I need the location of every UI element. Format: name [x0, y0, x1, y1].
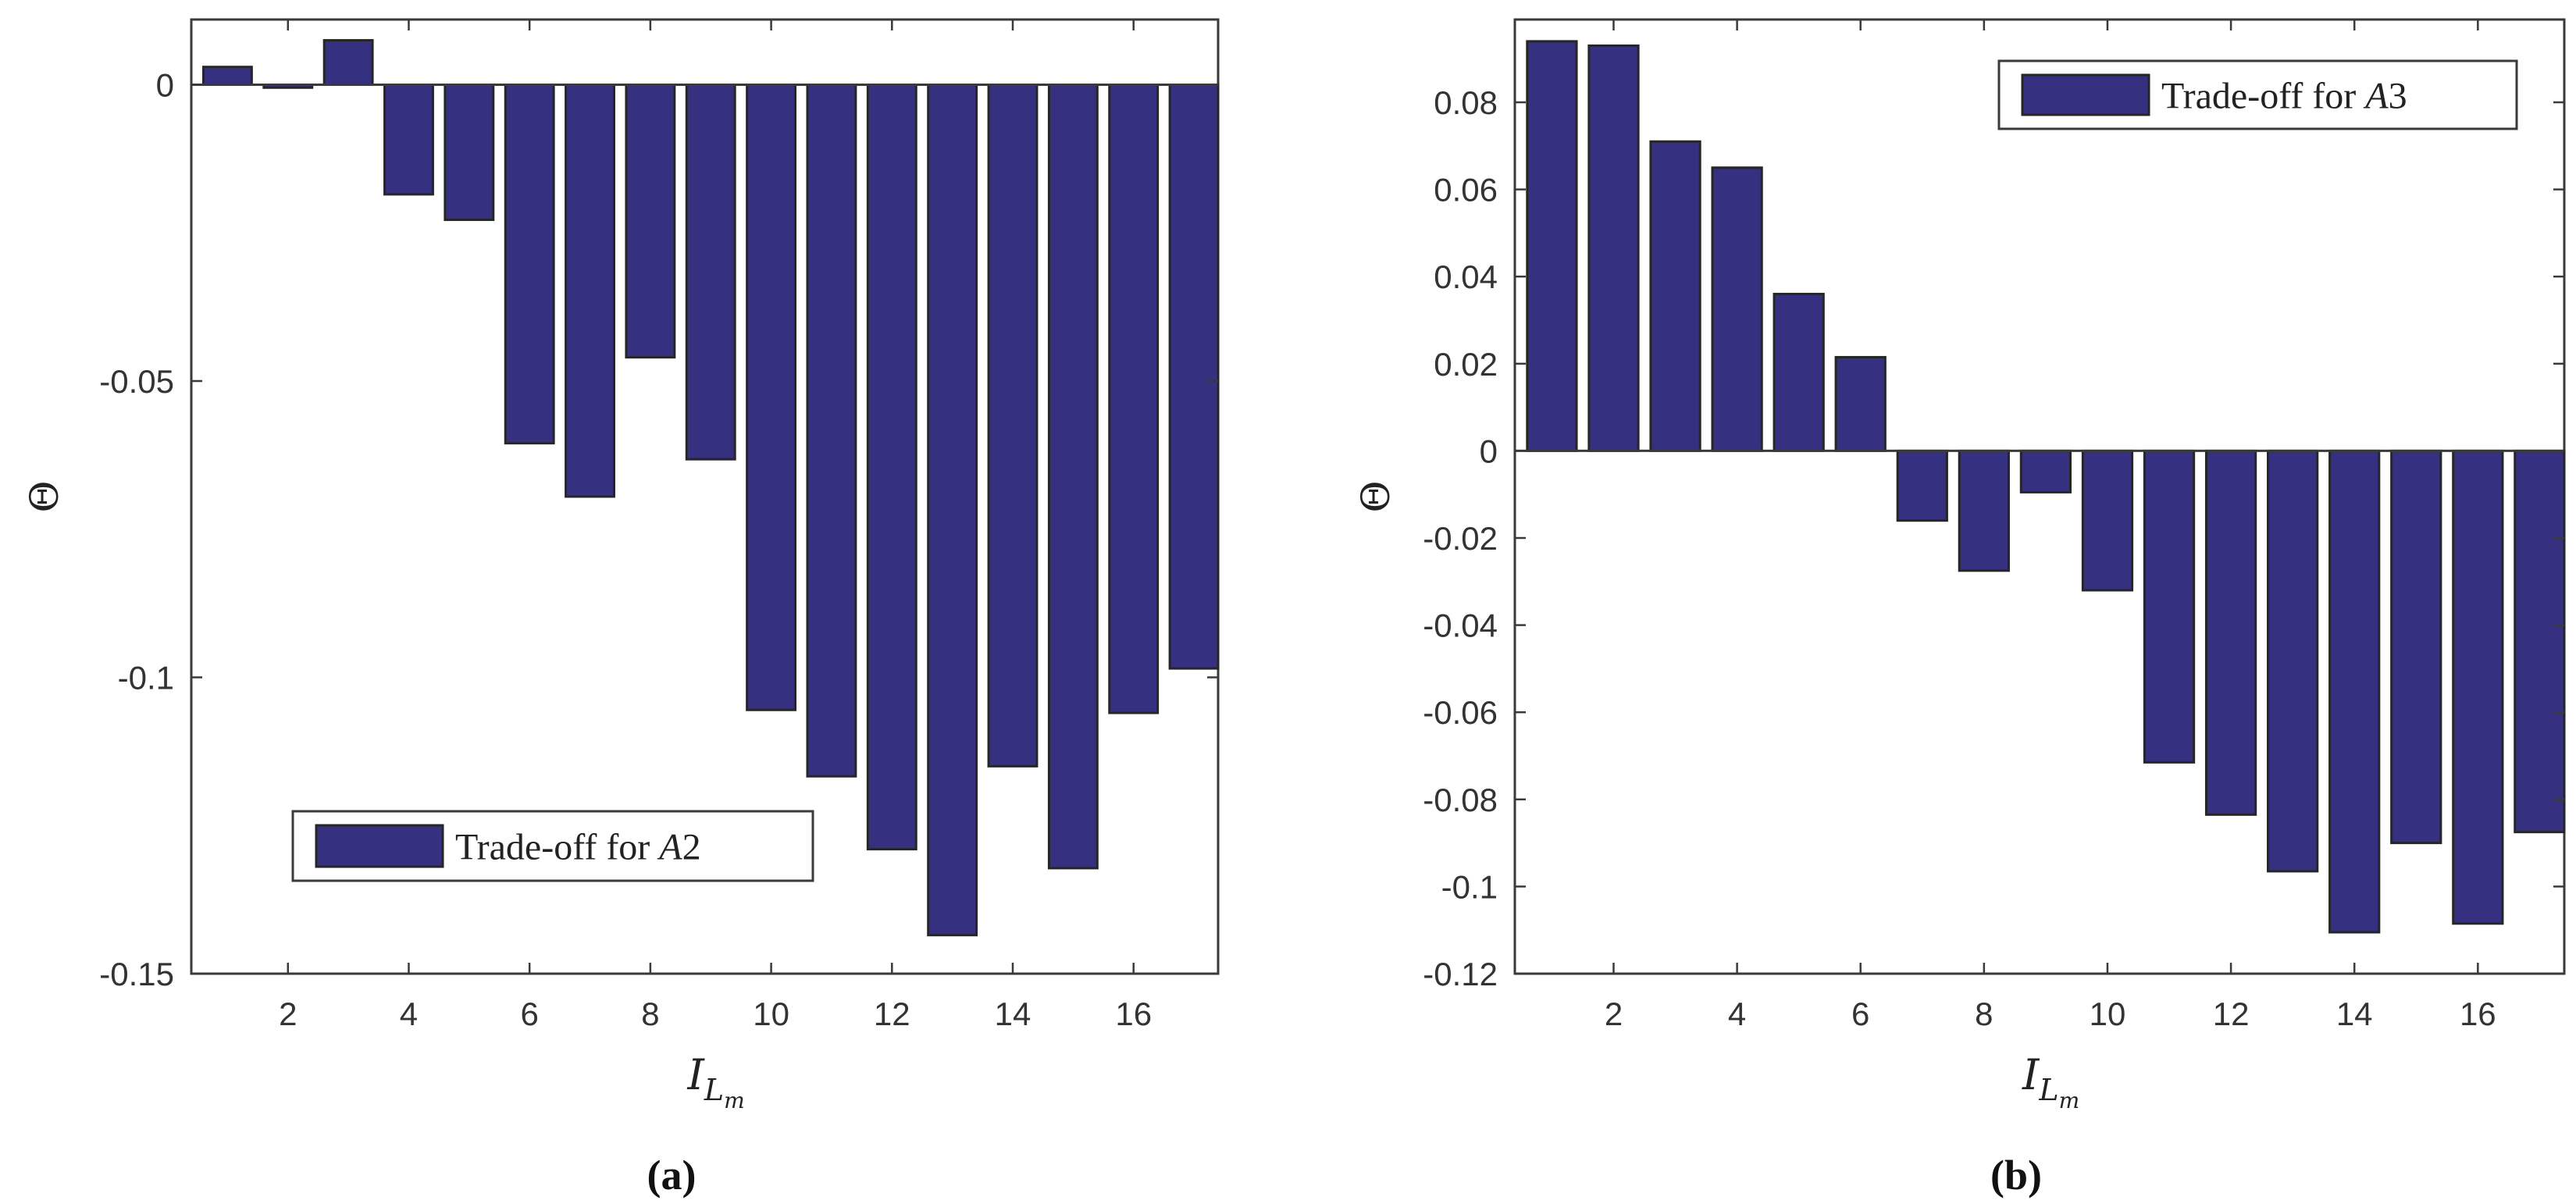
chart-a-bar: [383, 83, 434, 196]
chart-a-bar: [201, 66, 253, 86]
chart-b-ytick-label: 0.06: [1434, 172, 1498, 208]
chart-b-bar: [2143, 449, 2196, 764]
chart-b-ytick-label: 0.08: [1434, 84, 1498, 121]
chart-a-legend-num: 2: [682, 827, 701, 868]
chart-a-xlabel-sub: L: [704, 1073, 724, 1107]
chart-b-xtick-label: 12: [2213, 996, 2250, 1032]
chart-a-legend-swatch: [315, 824, 444, 868]
chart-a-bar: [927, 83, 978, 937]
chart-b-xlabel-main: I: [2022, 1050, 2040, 1099]
chart-b-caption: (b): [1990, 1152, 2042, 1199]
chart-a-xtick-label: 6: [520, 996, 538, 1032]
chart-b-xlabel-subsub: m: [2059, 1088, 2080, 1113]
chart-b-legend-prefix: Trade-off for: [2161, 76, 2365, 117]
chart-b-xtick-label: 6: [1851, 996, 1869, 1032]
chart-a-xlabel-subsub: m: [724, 1088, 745, 1113]
chart-a-xtick-label: 16: [1115, 996, 1152, 1032]
chart-b-bar: [1711, 166, 1763, 452]
chart-a-legend-var: A: [657, 827, 682, 868]
chart-b-legend: Trade-off for A3: [1997, 59, 2518, 130]
chart-a-ytick-label: -0.05: [99, 363, 174, 400]
chart-a-bar: [806, 83, 857, 778]
chart-b-ylabel: Θ: [1353, 481, 1398, 513]
chart-b-ytick-label: -0.02: [1423, 520, 1498, 557]
chart-b-bar: [2019, 449, 2072, 493]
chart-b-bar: [1896, 449, 1948, 522]
chart-a-legend: Trade-off for A2: [291, 810, 814, 882]
chart-a-ytick-label: 0: [156, 66, 174, 103]
chart-a: 2 4 6 8 10 12 14 16 0 -0.05 -0.1 -0.15 Θ ILm Trade-off…: [22, 18, 1220, 1199]
chart-a-xtick-label: 12: [874, 996, 910, 1032]
chart-b-xlabel: ILm: [2022, 1050, 2079, 1113]
chart-b-ytick-label: -0.08: [1423, 782, 1498, 818]
chart-b-ytick-label: -0.04: [1423, 607, 1498, 644]
chart-a-legend-prefix: Trade-off for: [455, 827, 659, 868]
chart-b-ytick-label: -0.06: [1423, 694, 1498, 731]
chart-b-bar: [1958, 449, 2010, 572]
chart-a-bar: [1047, 83, 1099, 870]
chart-a-caption: (a): [647, 1152, 697, 1199]
chart-a-bar: [444, 83, 495, 222]
chart-b-ytick-label: -0.1: [1441, 868, 1498, 905]
chart-b-bar: [1649, 140, 1701, 452]
chart-a-xtick-label: 4: [400, 996, 418, 1032]
chart-b: 2 4 6 8 10 12 14 16 0.08 0.06 0.04 0.02 0 -0.02 -0.04 -…: [1353, 18, 2566, 1199]
chart-b-bar: [2452, 449, 2504, 925]
chart-a-bar: [504, 83, 555, 445]
chart-a-xlabel-main: I: [687, 1050, 706, 1099]
chart-b-legend-var: A: [2363, 76, 2389, 117]
chart-a-xlabel: ILm: [687, 1050, 745, 1113]
chart-b-xtick-label: 16: [2460, 996, 2496, 1032]
chart-b-bar: [2514, 449, 2566, 834]
chart-a-ytick-label: -0.1: [118, 659, 174, 696]
chart-a-xtick-label: 8: [641, 996, 659, 1032]
chart-b-bar: [2267, 449, 2319, 873]
chart-b-legend-label: Trade-off for A3: [2161, 76, 2407, 117]
chart-a-bar: [866, 83, 917, 851]
chart-a-bar: [322, 39, 374, 86]
chart-b-bar: [2204, 449, 2257, 816]
chart-b-ytick-label: 0.02: [1434, 346, 1498, 383]
chart-b-ytick-label: -0.12: [1423, 956, 1498, 992]
chart-b-xtick-label: 10: [2090, 996, 2126, 1032]
chart-a-bar: [685, 83, 736, 461]
chart-b-legend-swatch: [2021, 73, 2150, 116]
chart-a-legend-label: Trade-off for A2: [455, 827, 701, 868]
chart-a-ytick-label: -0.15: [99, 956, 174, 992]
chart-b-ytick-label: 0.04: [1434, 258, 1498, 295]
chart-b-xtick-label: 2: [1605, 996, 1623, 1032]
chart-a-xtick-label: 10: [753, 996, 789, 1032]
chart-b-xtick-label: 14: [2336, 996, 2373, 1032]
chart-b-ytick-label: 0: [1480, 433, 1498, 469]
chart-b-legend-num: 3: [2389, 76, 2407, 117]
chart-a-bar: [987, 83, 1039, 768]
chart-a-xtick-label: 2: [279, 996, 297, 1032]
chart-b-xtick-label: 8: [1975, 996, 1993, 1032]
chart-b-bar: [2081, 449, 2134, 592]
chart-b-bar: [1773, 293, 1825, 452]
chart-b-bar: [1587, 44, 1640, 452]
chart-a-ylabel: Θ: [22, 481, 67, 513]
chart-b-xtick-label: 4: [1728, 996, 1746, 1032]
chart-a-bar: [746, 83, 797, 711]
chart-b-xlabel-sub: L: [2038, 1073, 2058, 1107]
chart-b-bar: [2328, 449, 2381, 934]
chart-a-bar: [1168, 83, 1220, 670]
chart-b-bar: [2390, 449, 2442, 845]
chart-b-bar: [1834, 355, 1887, 452]
chart-a-xtick-label: 14: [995, 996, 1031, 1032]
chart-b-bar: [1526, 40, 1578, 452]
chart-a-bar: [565, 83, 615, 498]
chart-a-bar: [1108, 83, 1160, 714]
chart-a-bar: [625, 83, 676, 359]
